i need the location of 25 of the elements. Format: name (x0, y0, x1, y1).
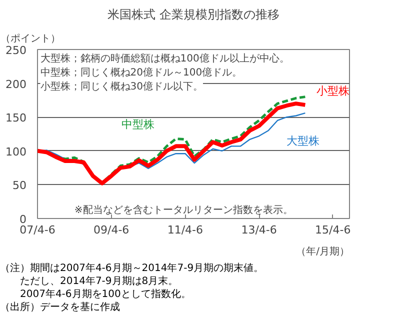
y-tick-label: 250 (6, 44, 27, 57)
x-tick-label: 09/4-6 (94, 224, 130, 236)
series-label: 中型株 (121, 118, 154, 131)
y-tick-label: 200 (6, 78, 27, 91)
chart-title: 米国株式 企業規模別指数の推移 (108, 8, 280, 22)
text: （出所）データを基に作成 (0, 302, 120, 313)
annotation: 中型株；同じく概ね20億ドル～100億ドル。 (40, 66, 242, 78)
y-tick-label: 100 (6, 145, 27, 158)
annotation: 大型株；銘柄の時価総額は概ね100億ドル以上が中心。 (40, 52, 290, 64)
y-tick-label: 150 (6, 112, 27, 125)
text: ただし、2014年7-9月期は8月末。 (20, 276, 178, 287)
x-tick-label: 11/4-6 (167, 224, 204, 236)
y-tick-label: 0 (20, 213, 26, 226)
y-tick-label: 50 (12, 179, 27, 192)
text: （注）期間は2007年4-6月期～2014年7-9月期の期末値。 (0, 263, 264, 274)
text: 2007年4-6月期を100として指数化。 (20, 289, 191, 300)
x-tick-label: 13/4-6 (241, 224, 277, 236)
series-label: 大型株 (286, 134, 320, 148)
y-axis-title: （ポイント） (0, 34, 60, 44)
annotation: 小型株；同じく概ね30億ドル以下。 (40, 80, 204, 92)
x-tick-label: 07/4-6 (20, 224, 56, 236)
x-axis-title: （年/月期） (296, 246, 350, 258)
series-label: 小型株 (316, 84, 350, 98)
x-tick-label: 15/4-6 (315, 224, 351, 236)
annotation: ※配当などを含むトータルリターン指数を表示。 (74, 204, 293, 216)
